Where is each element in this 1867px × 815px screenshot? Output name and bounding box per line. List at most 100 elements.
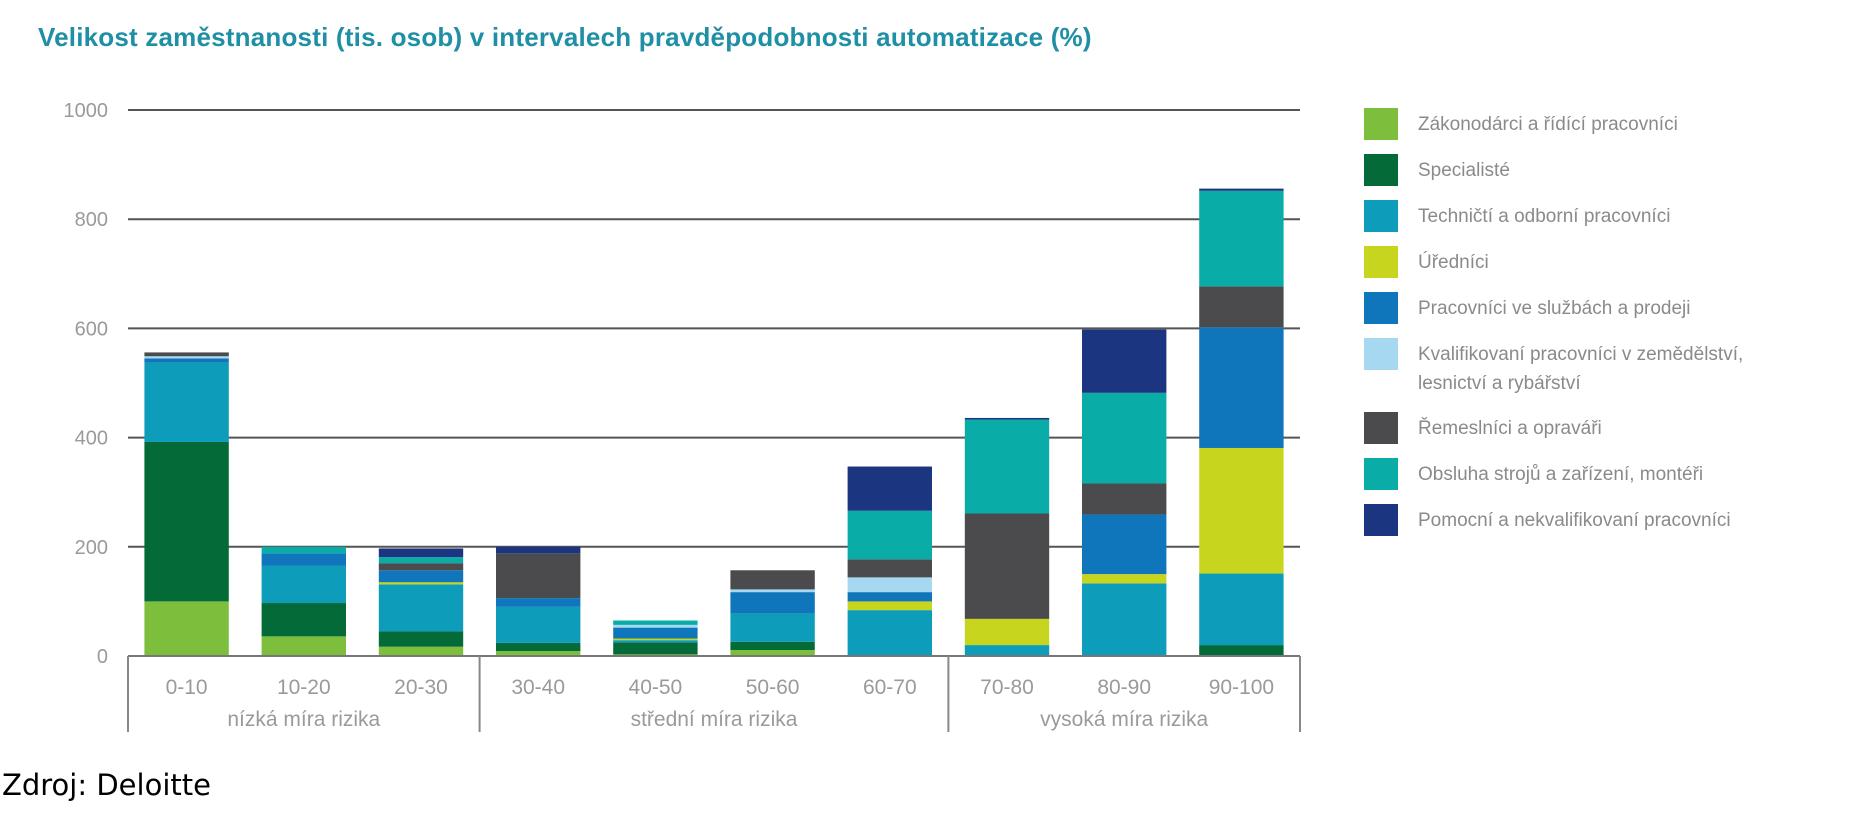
bar-segment [1082, 329, 1167, 393]
bar-segment [144, 358, 229, 363]
legend-item: Pomocní a nekvalifikovaní pracovníci [1364, 504, 1864, 536]
bar-segment [496, 642, 581, 652]
bar-segment [847, 577, 932, 593]
y-axis-ticks: 0 200 400 600 800 1000 [64, 100, 109, 668]
x-tick-label: 70-80 [980, 676, 1034, 699]
bar-segment [496, 546, 581, 554]
legend-item: Obsluha strojů a zařízení, montéři [1364, 458, 1864, 490]
bar-segment [378, 570, 464, 583]
bar-segment [261, 565, 346, 604]
bar-segment [496, 598, 581, 607]
bar-segment [1082, 392, 1167, 484]
bar-segment [496, 553, 581, 599]
legend-item: Kvalifikovaní pracovníci v zemědělství, … [1364, 338, 1864, 398]
bar-segment [847, 601, 932, 611]
bar-segment [378, 631, 464, 647]
x-tick-label: 80-90 [1097, 676, 1151, 699]
x-tick-label: 40-50 [629, 676, 683, 699]
bar-segment [1082, 514, 1167, 575]
x-tick-label: 0-10 [166, 676, 208, 699]
x-tick-label: 30-40 [511, 676, 565, 699]
x-tick-label: 20-30 [394, 676, 448, 699]
legend-label: Zákonodárci a řídící pracovníci [1418, 114, 1678, 135]
bar-segment [613, 642, 698, 655]
chart-title: Velikost zaměstnanosti (tis. osob) v int… [38, 22, 1092, 52]
x-axis: 0-10 10-20 20-30 30-40 40-50 50-60 60-70 70-80 8… [127, 655, 1301, 732]
x-group-label: nízká míra rizika [227, 708, 380, 731]
legend-swatch [1364, 200, 1398, 232]
bar-segment [496, 606, 581, 643]
bar-segment [1082, 583, 1167, 656]
bar-segment [1199, 188, 1284, 191]
x-tick-label: 60-70 [863, 676, 917, 699]
bar-segment [613, 624, 698, 628]
bar-segment [964, 618, 1050, 646]
bar-segment [1199, 573, 1284, 646]
bar-segment [1199, 286, 1284, 328]
legend: Zákonodárci a řídící pracovníci Speciali… [1364, 108, 1864, 550]
bar-segment [847, 466, 932, 511]
legend-swatch [1364, 108, 1398, 140]
bar-segment [1199, 327, 1284, 448]
bar-segment [378, 557, 464, 564]
stacked-bar-chart: 0 200 400 600 800 1000 0-10 10-20 20-30 30-40 40-… [64, 100, 1301, 732]
bar-segment [613, 620, 698, 625]
y-tick-label: 1000 [64, 100, 109, 122]
bar-segment [261, 636, 346, 656]
legend-swatch [1364, 338, 1398, 370]
legend-swatch [1364, 412, 1398, 444]
legend-item: Úředníci [1364, 246, 1864, 278]
bar-segment [261, 553, 346, 566]
bars [144, 188, 1284, 656]
x-group-label: střední míra rizika [631, 708, 798, 731]
bar-segment [964, 419, 1050, 514]
y-tick-label: 800 [75, 209, 108, 231]
bar-segment [730, 592, 815, 614]
legend-item: Řemeslníci a opraváři [1364, 412, 1864, 444]
bar-segment [847, 559, 932, 578]
bar-segment [1199, 447, 1284, 574]
legend-label: Pracovníci ve službách a prodeji [1418, 298, 1691, 319]
bar-segment [1082, 483, 1167, 515]
bar-segment [378, 646, 464, 656]
bar-segment [613, 640, 698, 643]
bar-segment [964, 417, 1050, 420]
bar-segment [1199, 190, 1284, 287]
bar-segment [144, 352, 229, 357]
legend-item: Specialisté [1364, 154, 1864, 186]
bar-segment [1082, 574, 1167, 584]
x-tick-label: 50-60 [746, 676, 800, 699]
bar-segment [613, 627, 698, 639]
legend-item: Pracovníci ve službách a prodeji [1364, 292, 1864, 324]
legend-item: Zákonodárci a řídící pracovníci [1364, 108, 1864, 140]
x-group-label: vysoká míra rizika [1040, 708, 1208, 731]
legend-label: Řemeslníci a opraváři [1418, 418, 1602, 439]
bar-segment [730, 589, 815, 593]
legend-label: Kvalifikovaní pracovníci v zemědělství, … [1418, 344, 1744, 394]
bar-segment [964, 645, 1050, 656]
bar-segment [378, 563, 464, 571]
bar-segment [1199, 645, 1284, 656]
bar-segment [730, 570, 815, 590]
legend-swatch [1364, 458, 1398, 490]
legend-label: Obsluha strojů a zařízení, montéři [1418, 464, 1704, 485]
legend-swatch [1364, 504, 1398, 536]
bar-segment [847, 592, 932, 602]
bar-segment [144, 356, 229, 359]
bar-segment [144, 601, 229, 656]
legend-label: Pomocní a nekvalifikovaní pracovníci [1418, 510, 1731, 531]
bar-segment [730, 649, 815, 656]
bar-segment [964, 513, 1050, 619]
bar-segment [496, 651, 581, 656]
bar-segment [261, 603, 346, 637]
bar-segment [847, 510, 932, 560]
y-tick-label: 200 [75, 537, 108, 559]
bar-segment [730, 613, 815, 642]
bar-segment [730, 641, 815, 650]
bar-segment [144, 362, 229, 442]
bar-segment [613, 638, 698, 641]
bar-segment [378, 582, 464, 585]
source-note: Zdroj: Deloitte [2, 768, 211, 802]
bar-segment [378, 584, 464, 632]
legend-label: Úředníci [1418, 252, 1489, 273]
